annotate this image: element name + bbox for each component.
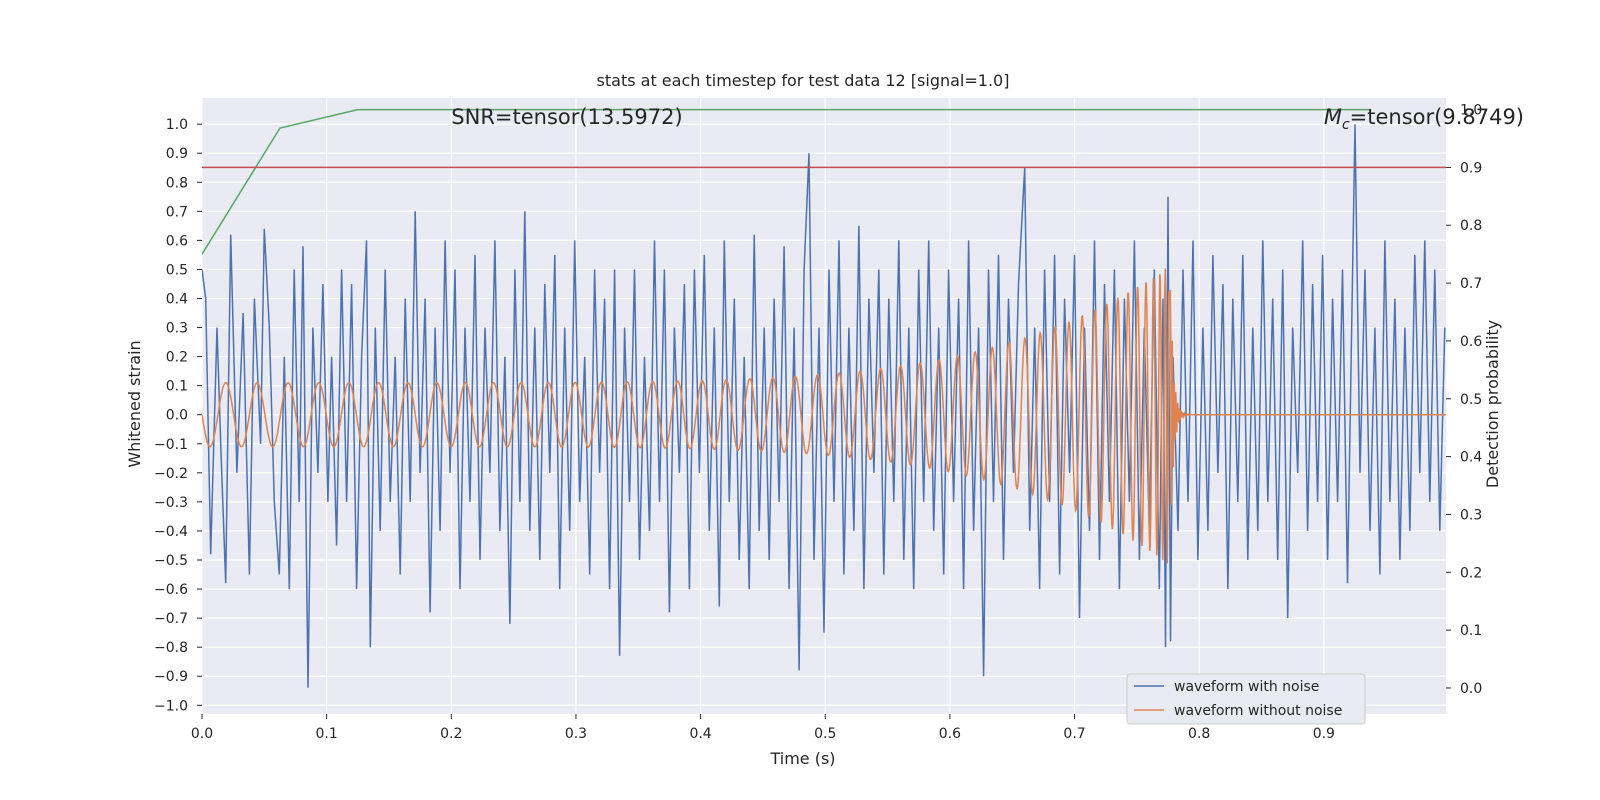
chart-title: stats at each timestep for test data 12 … (597, 71, 1010, 90)
x-tick-label: 0.3 (565, 726, 587, 742)
left-y-tick-label: 0.1 (166, 379, 188, 395)
right-y-tick-label: 0.4 (1460, 450, 1482, 466)
legend: waveform with noise waveform without noi… (1126, 673, 1366, 725)
legend-label-clean: waveform without noise (1174, 703, 1342, 719)
left-y-tick-label: 1.0 (166, 117, 188, 133)
left-y-axis-ticks: 1.0 0.9 0.8 0.7 0.6 0.5 0.4 0.3 0.2 0.1 0.0 −0.1 −0.… (154, 117, 202, 714)
right-y-tick-label: 0.9 (1460, 160, 1482, 176)
left-y-tick-label: 0.9 (166, 146, 188, 162)
x-tick-label: 0.9 (1313, 726, 1335, 742)
right-y-tick-label: 1.0 (1460, 103, 1482, 119)
left-y-tick-label: −0.1 (154, 437, 188, 453)
left-y-tick-label: −0.8 (154, 640, 188, 656)
x-axis-ticks: 0.0 0.1 0.2 0.3 0.4 0.5 0.6 0.7 0.8 0.9 (191, 714, 1335, 742)
right-y-tick-label: 0.8 (1460, 218, 1482, 234)
left-y-tick-label: −0.4 (154, 524, 188, 540)
right-y-tick-label: 0.5 (1460, 392, 1482, 408)
waveform-with-noise-line (202, 124, 1446, 688)
detection-probability-line (202, 108, 1371, 255)
legend-label-noisy: waveform with noise (1174, 679, 1319, 695)
x-tick-label: 0.8 (1188, 726, 1210, 742)
left-y-tick-label: −0.3 (154, 495, 188, 511)
x-tick-label: 0.2 (440, 726, 462, 742)
x-tick-label: 0.6 (939, 726, 961, 742)
waveform-without-noise-line (202, 268, 1446, 564)
legend-box (1126, 673, 1366, 725)
left-y-tick-label: 0.0 (166, 408, 188, 424)
left-y-tick-label: −1.0 (154, 698, 188, 714)
plot-area (202, 108, 1446, 688)
right-y-tick-label: 0.2 (1460, 565, 1482, 581)
right-y-axis-label: Detection probability (1483, 320, 1502, 488)
left-y-tick-label: −0.5 (154, 553, 188, 569)
left-y-axis-label: Whitened strain (125, 340, 144, 467)
left-y-tick-label: 0.7 (166, 204, 188, 220)
right-y-axis-ticks: 1.0 0.9 0.8 0.7 0.6 0.5 0.4 0.3 0.2 0.1 0.0 (1446, 103, 1482, 697)
x-tick-label: 0.7 (1063, 726, 1085, 742)
x-tick-label: 0.1 (316, 726, 338, 742)
left-y-tick-label: −0.9 (154, 669, 188, 685)
x-tick-label: 0.5 (814, 726, 836, 742)
snr-annotation: SNR=tensor(13.5972) (451, 105, 682, 129)
right-y-tick-label: 0.1 (1460, 623, 1482, 639)
left-y-tick-label: 0.3 (166, 321, 188, 337)
left-y-tick-label: 0.6 (166, 233, 188, 249)
x-tick-label: 0.4 (689, 726, 711, 742)
right-y-tick-label: 0.7 (1460, 276, 1482, 292)
right-y-tick-label: 0.3 (1460, 507, 1482, 523)
left-y-tick-label: −0.6 (154, 582, 188, 598)
left-y-tick-label: 0.4 (166, 291, 188, 307)
left-y-tick-label: −0.2 (154, 466, 188, 482)
left-y-tick-label: 0.2 (166, 350, 188, 366)
left-y-tick-label: 0.8 (166, 175, 188, 191)
x-axis-label: Time (s) (769, 749, 835, 768)
left-y-tick-label: −0.7 (154, 611, 188, 627)
x-tick-label: 0.0 (191, 726, 213, 742)
right-y-tick-label: 0.0 (1460, 681, 1482, 697)
chirp-mass-annotation: Mc=tensor(9.8749) (1324, 105, 1524, 133)
left-y-tick-label: 0.5 (166, 262, 188, 278)
right-y-tick-label: 0.6 (1460, 334, 1482, 350)
